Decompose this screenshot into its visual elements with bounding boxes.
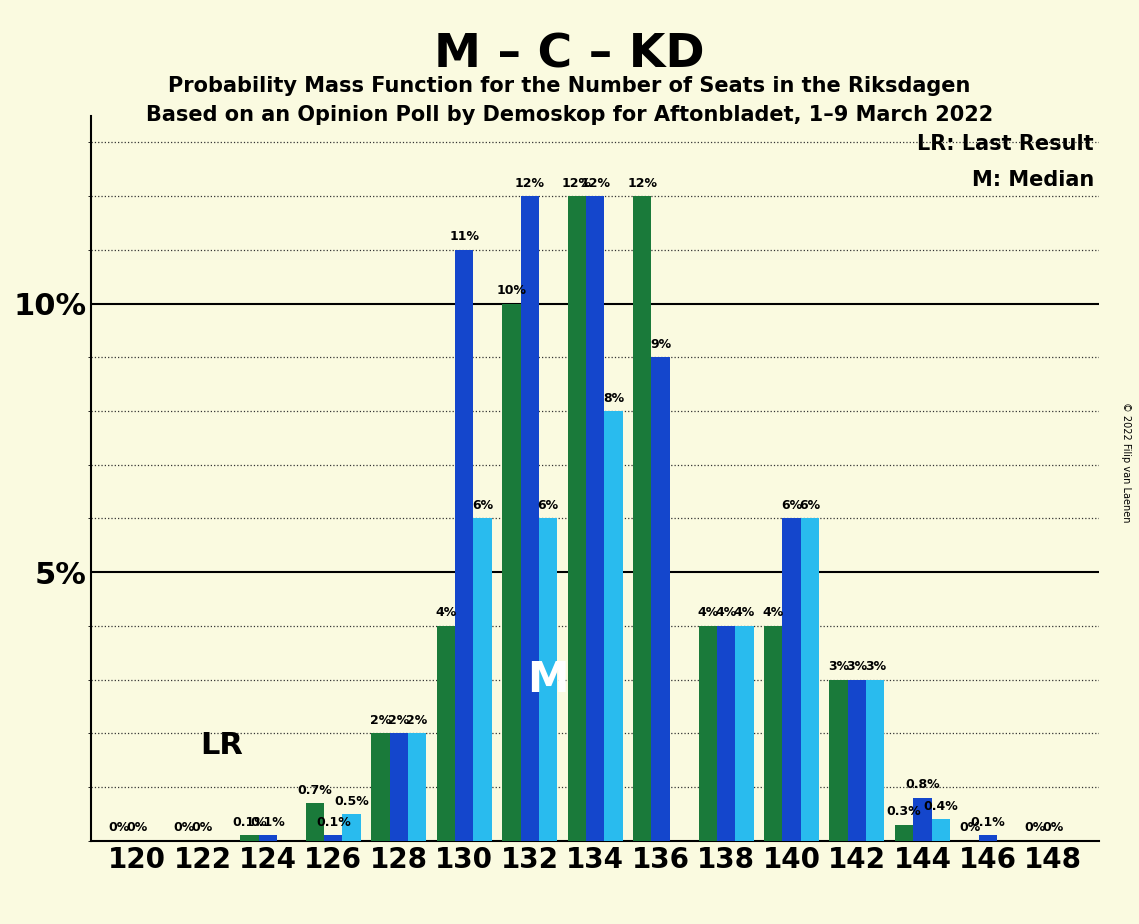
Bar xyxy=(502,304,521,841)
Text: 12%: 12% xyxy=(580,176,611,189)
Bar xyxy=(408,734,426,841)
Bar xyxy=(782,518,801,841)
Bar xyxy=(325,835,343,841)
Text: 6%: 6% xyxy=(800,499,820,512)
Text: 0.4%: 0.4% xyxy=(924,800,958,813)
Text: 0.1%: 0.1% xyxy=(232,816,267,829)
Text: 6%: 6% xyxy=(538,499,558,512)
Text: 9%: 9% xyxy=(650,338,671,351)
Text: 0.5%: 0.5% xyxy=(334,795,369,808)
Bar xyxy=(764,626,782,841)
Text: © 2022 Filip van Laenen: © 2022 Filip van Laenen xyxy=(1121,402,1131,522)
Bar xyxy=(895,825,913,841)
Text: 2%: 2% xyxy=(370,714,391,727)
Bar xyxy=(801,518,819,841)
Bar xyxy=(829,680,847,841)
Bar xyxy=(633,196,652,841)
Bar xyxy=(521,196,539,841)
Text: 0.3%: 0.3% xyxy=(887,806,921,819)
Text: 12%: 12% xyxy=(628,176,657,189)
Bar xyxy=(847,680,866,841)
Text: 0.7%: 0.7% xyxy=(297,784,333,796)
Bar xyxy=(474,518,492,841)
Text: Based on an Opinion Poll by Demoskop for Aftonbladet, 1–9 March 2022: Based on an Opinion Poll by Demoskop for… xyxy=(146,105,993,126)
Bar xyxy=(652,358,670,841)
Text: LR: LR xyxy=(200,731,244,760)
Bar xyxy=(539,518,557,841)
Text: 12%: 12% xyxy=(515,176,544,189)
Text: M: Median: M: Median xyxy=(972,170,1095,190)
Text: 0%: 0% xyxy=(173,821,195,834)
Bar xyxy=(978,835,997,841)
Text: 2%: 2% xyxy=(388,714,409,727)
Text: M: M xyxy=(527,659,568,700)
Text: 3%: 3% xyxy=(846,661,868,674)
Bar xyxy=(866,680,885,841)
Bar xyxy=(456,249,474,841)
Text: 0%: 0% xyxy=(1024,821,1046,834)
Bar xyxy=(585,196,605,841)
Text: 8%: 8% xyxy=(603,392,624,405)
Text: 3%: 3% xyxy=(828,661,850,674)
Bar xyxy=(913,797,932,841)
Text: 4%: 4% xyxy=(697,606,719,619)
Text: 0.1%: 0.1% xyxy=(316,816,351,829)
Text: 6%: 6% xyxy=(472,499,493,512)
Text: 4%: 4% xyxy=(435,606,457,619)
Bar xyxy=(716,626,735,841)
Bar xyxy=(698,626,716,841)
Bar xyxy=(390,734,408,841)
Bar xyxy=(259,835,277,841)
Text: 0%: 0% xyxy=(1042,821,1064,834)
Text: 0%: 0% xyxy=(191,821,213,834)
Text: 0.1%: 0.1% xyxy=(970,816,1006,829)
Text: 12%: 12% xyxy=(562,176,592,189)
Bar xyxy=(240,835,259,841)
Text: 0%: 0% xyxy=(108,821,129,834)
Bar xyxy=(567,196,585,841)
Bar xyxy=(605,411,623,841)
Text: LR: Last Result: LR: Last Result xyxy=(918,134,1095,153)
Text: Probability Mass Function for the Number of Seats in the Riksdagen: Probability Mass Function for the Number… xyxy=(169,76,970,96)
Bar xyxy=(932,820,950,841)
Text: 3%: 3% xyxy=(865,661,886,674)
Text: 0%: 0% xyxy=(959,821,981,834)
Bar xyxy=(343,814,361,841)
Text: 0%: 0% xyxy=(126,821,148,834)
Text: M – C – KD: M – C – KD xyxy=(434,32,705,78)
Bar xyxy=(371,734,390,841)
Bar xyxy=(305,803,325,841)
Text: 4%: 4% xyxy=(715,606,737,619)
Text: 6%: 6% xyxy=(781,499,802,512)
Bar xyxy=(436,626,456,841)
Text: 11%: 11% xyxy=(449,230,480,243)
Text: 4%: 4% xyxy=(734,606,755,619)
Text: 0.1%: 0.1% xyxy=(251,816,285,829)
Text: 10%: 10% xyxy=(497,284,526,298)
Text: 2%: 2% xyxy=(407,714,428,727)
Text: 4%: 4% xyxy=(762,606,784,619)
Bar xyxy=(735,626,754,841)
Text: 0.8%: 0.8% xyxy=(906,778,940,792)
